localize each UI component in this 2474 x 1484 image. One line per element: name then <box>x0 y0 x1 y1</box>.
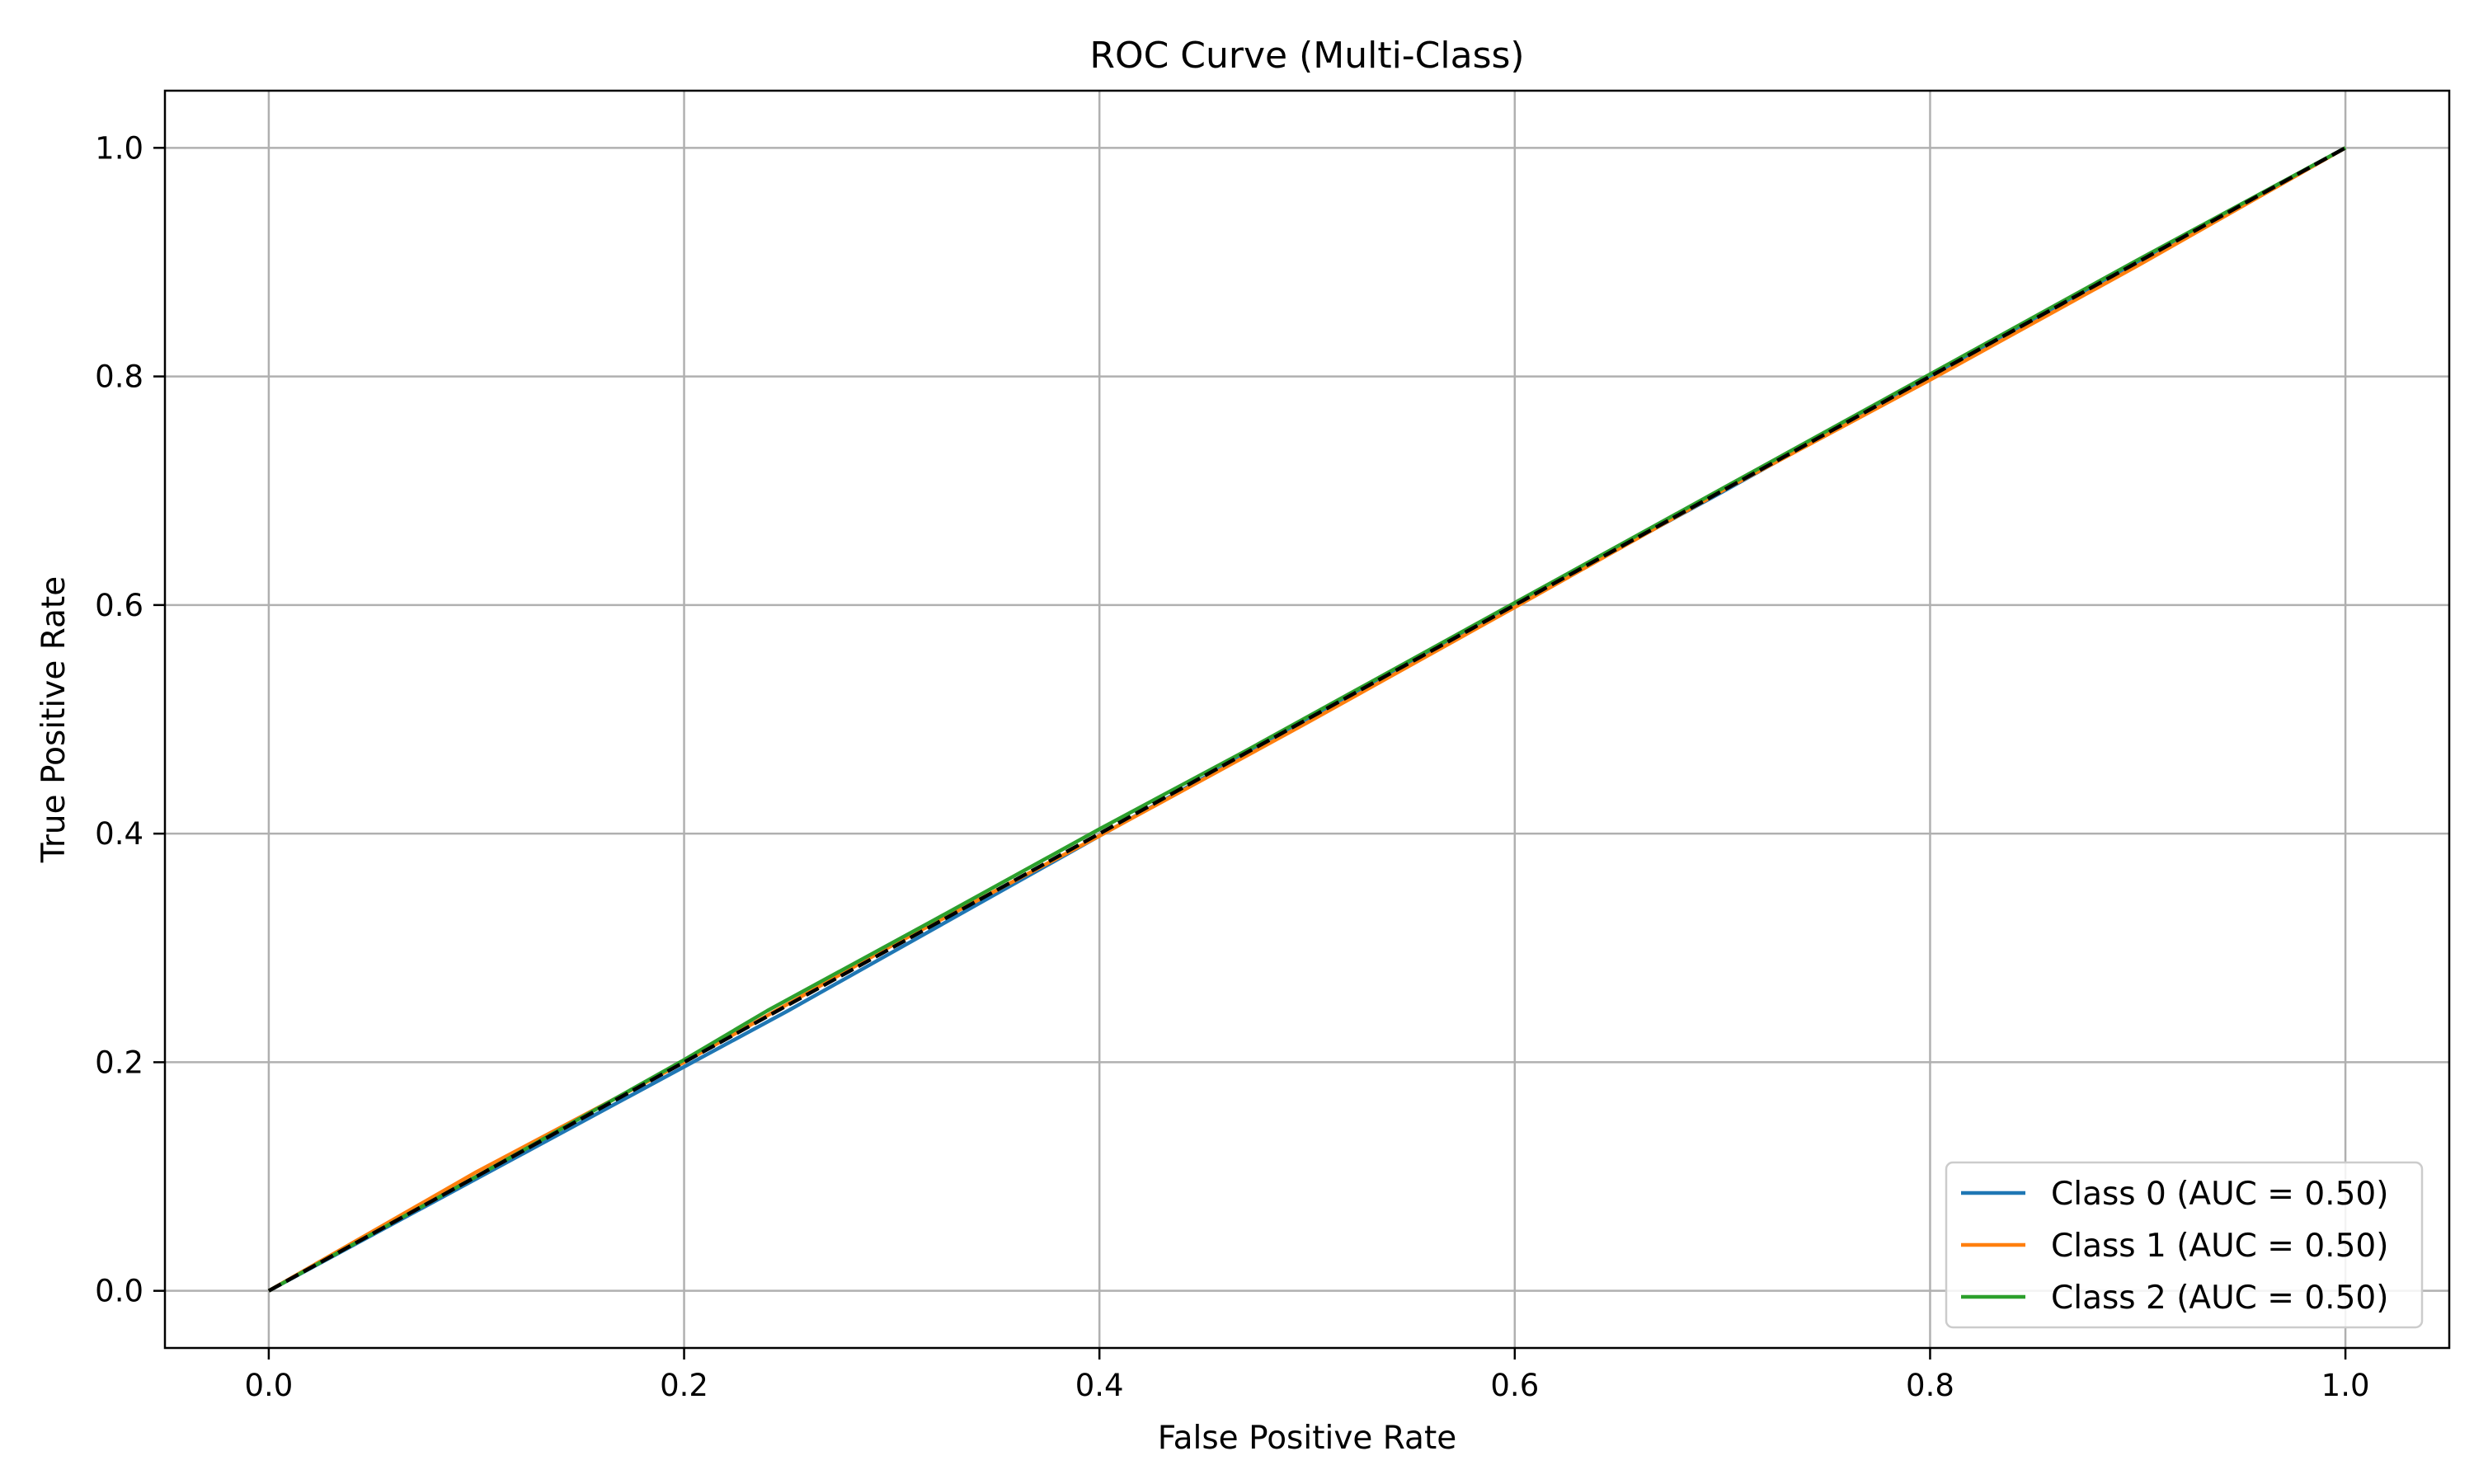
y-tick-label: 0.8 <box>95 359 143 395</box>
x-tick-label: 0.4 <box>1075 1368 1124 1403</box>
x-tick-label: 0.2 <box>660 1368 708 1403</box>
axis-ticks: 0.0 0.2 0.4 0.6 0.8 1.0 0.0 0.2 0.4 0.6 0.8 1.0 <box>95 130 2369 1403</box>
legend: Class 0 (AUC = 0.50) Class 1 (AUC = 0.50)… <box>1945 1161 2424 1329</box>
y-tick-label: 0.0 <box>95 1274 143 1309</box>
chart-title: ROC Curve (Multi-Class) <box>1089 35 1524 77</box>
y-tick-label: 1.0 <box>95 130 143 166</box>
legend-label: Class 2 (AUC = 0.50) <box>2051 1280 2388 1317</box>
legend-label: Class 1 (AUC = 0.50) <box>2051 1228 2388 1265</box>
x-tick-label: 0.8 <box>1906 1368 1954 1403</box>
y-axis-label: True Positive Rate <box>35 576 73 863</box>
x-tick-label: 1.0 <box>2321 1368 2370 1403</box>
plot-frame <box>163 89 2451 1350</box>
y-tick-label: 0.4 <box>95 816 143 852</box>
legend-label: Class 0 (AUC = 0.50) <box>2051 1176 2388 1213</box>
legend-box <box>1945 1161 2424 1329</box>
series-lines <box>267 146 2347 1293</box>
x-axis-label: False Positive Rate <box>1158 1420 1456 1457</box>
x-tick-label: 0.0 <box>244 1368 293 1403</box>
x-tick-label: 0.6 <box>1490 1368 1539 1403</box>
y-tick-label: 0.6 <box>95 588 143 623</box>
y-tick-label: 0.2 <box>95 1045 143 1080</box>
